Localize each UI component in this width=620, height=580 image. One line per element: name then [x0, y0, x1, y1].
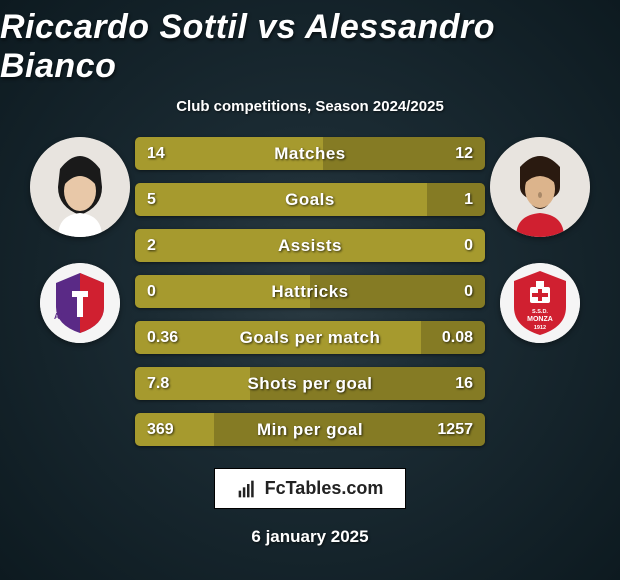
- stat-left-value: 5: [147, 191, 156, 209]
- stat-bar: 0Hattricks0: [135, 275, 485, 308]
- stat-name: Goals: [147, 190, 473, 210]
- stat-left-value: 2: [147, 237, 156, 255]
- watermark-text: FcTables.com: [265, 478, 384, 499]
- stat-left-value: 7.8: [147, 375, 169, 393]
- main-row: AC 14Matches125Goals12Assists00Hattricks…: [0, 137, 620, 446]
- page-title: Riccardo Sottil vs Alessandro Bianco: [0, 8, 620, 86]
- date: 6 january 2025: [251, 527, 368, 547]
- comparison-card: Riccardo Sottil vs Alessandro Bianco Clu…: [0, 0, 620, 580]
- stat-left-value: 0.36: [147, 329, 178, 347]
- club-right-badge: S.S.D. MONZA 1912: [500, 263, 580, 343]
- stat-bar-label: 0Hattricks0: [135, 275, 485, 308]
- stat-right-value: 0: [464, 283, 473, 301]
- stat-bar: 2Assists0: [135, 229, 485, 262]
- club-left-badge: AC: [40, 263, 120, 343]
- stat-right-value: 1: [464, 191, 473, 209]
- stat-name: Assists: [147, 236, 473, 256]
- stat-right-value: 1257: [437, 421, 473, 439]
- stat-name: Matches: [147, 144, 473, 164]
- stat-name: Goals per match: [147, 328, 473, 348]
- stat-bar: 7.8Shots per goal16: [135, 367, 485, 400]
- svg-text:AC: AC: [54, 312, 66, 321]
- stats-bars: 14Matches125Goals12Assists00Hattricks00.…: [135, 137, 485, 446]
- stat-right-value: 0.08: [442, 329, 473, 347]
- stat-left-value: 369: [147, 421, 174, 439]
- stat-name: Shots per goal: [147, 374, 473, 394]
- stat-bar-label: 369Min per goal1257: [135, 413, 485, 446]
- stat-right-value: 12: [455, 145, 473, 163]
- player-left-column: AC: [25, 137, 135, 446]
- player-right-column: S.S.D. MONZA 1912: [485, 137, 595, 446]
- stat-bar: 0.36Goals per match0.08: [135, 321, 485, 354]
- stat-name: Hattricks: [147, 282, 473, 302]
- stat-bar-label: 0.36Goals per match0.08: [135, 321, 485, 354]
- stat-bar-label: 2Assists0: [135, 229, 485, 262]
- stat-left-value: 14: [147, 145, 165, 163]
- stat-bar: 369Min per goal1257: [135, 413, 485, 446]
- player-right-avatar: [490, 137, 590, 237]
- svg-text:S.S.D.: S.S.D.: [532, 309, 548, 315]
- svg-text:MONZA: MONZA: [527, 316, 553, 323]
- stat-bar: 14Matches12: [135, 137, 485, 170]
- stat-right-value: 0: [464, 237, 473, 255]
- watermark: FcTables.com: [214, 468, 407, 509]
- stat-right-value: 16: [455, 375, 473, 393]
- stat-bar-label: 14Matches12: [135, 137, 485, 170]
- svg-text:1912: 1912: [534, 325, 546, 331]
- subtitle: Club competitions, Season 2024/2025: [176, 98, 444, 115]
- stat-bar-label: 5Goals1: [135, 183, 485, 216]
- stat-bar: 5Goals1: [135, 183, 485, 216]
- stat-name: Min per goal: [147, 420, 473, 440]
- stat-left-value: 0: [147, 283, 156, 301]
- stat-bar-label: 7.8Shots per goal16: [135, 367, 485, 400]
- player-left-avatar: [30, 137, 130, 237]
- fctables-logo-icon: [237, 479, 257, 499]
